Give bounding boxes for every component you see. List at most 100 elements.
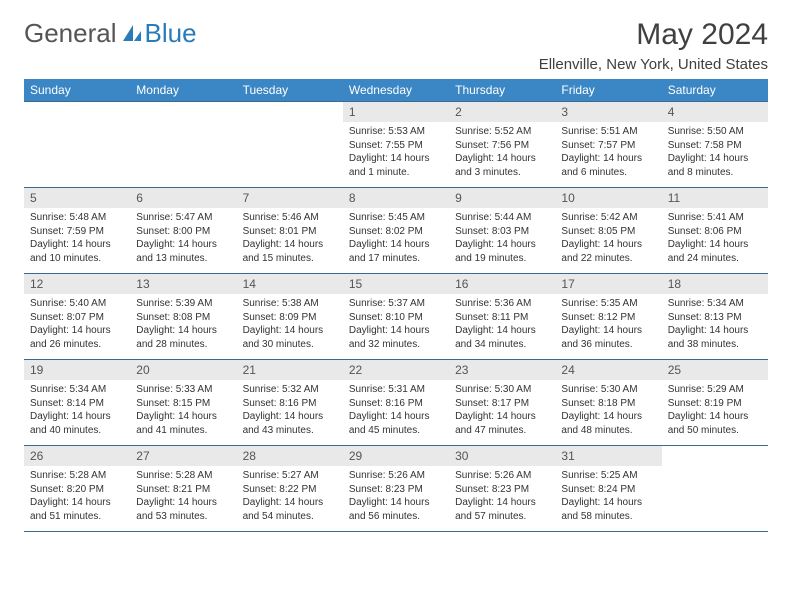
calendar-day-cell: 24Sunrise: 5:30 AMSunset: 8:18 PMDayligh… xyxy=(555,360,661,446)
day-number: 28 xyxy=(237,446,343,466)
day-details: Sunrise: 5:40 AMSunset: 8:07 PMDaylight:… xyxy=(24,294,130,357)
calendar-day-cell: 4Sunrise: 5:50 AMSunset: 7:58 PMDaylight… xyxy=(662,102,768,188)
day-details: Sunrise: 5:51 AMSunset: 7:57 PMDaylight:… xyxy=(555,122,661,185)
weekday-header: Sunday xyxy=(24,79,130,102)
day-details: Sunrise: 5:35 AMSunset: 8:12 PMDaylight:… xyxy=(555,294,661,357)
day-number: 9 xyxy=(449,188,555,208)
day-number: 25 xyxy=(662,360,768,380)
calendar-day-cell: 17Sunrise: 5:35 AMSunset: 8:12 PMDayligh… xyxy=(555,274,661,360)
calendar-day-cell: 13Sunrise: 5:39 AMSunset: 8:08 PMDayligh… xyxy=(130,274,236,360)
day-number: 10 xyxy=(555,188,661,208)
day-details: Sunrise: 5:53 AMSunset: 7:55 PMDaylight:… xyxy=(343,122,449,185)
day-details: Sunrise: 5:27 AMSunset: 8:22 PMDaylight:… xyxy=(237,466,343,529)
calendar-day-cell: 30Sunrise: 5:26 AMSunset: 8:23 PMDayligh… xyxy=(449,446,555,532)
day-details: Sunrise: 5:52 AMSunset: 7:56 PMDaylight:… xyxy=(449,122,555,185)
calendar-day-cell: 22Sunrise: 5:31 AMSunset: 8:16 PMDayligh… xyxy=(343,360,449,446)
day-details: Sunrise: 5:30 AMSunset: 8:18 PMDaylight:… xyxy=(555,380,661,443)
day-number: 27 xyxy=(130,446,236,466)
day-details: Sunrise: 5:45 AMSunset: 8:02 PMDaylight:… xyxy=(343,208,449,271)
day-details: Sunrise: 5:38 AMSunset: 8:09 PMDaylight:… xyxy=(237,294,343,357)
day-details: Sunrise: 5:42 AMSunset: 8:05 PMDaylight:… xyxy=(555,208,661,271)
day-details: Sunrise: 5:28 AMSunset: 8:21 PMDaylight:… xyxy=(130,466,236,529)
calendar-week-row: 12Sunrise: 5:40 AMSunset: 8:07 PMDayligh… xyxy=(24,274,768,360)
weekday-header: Tuesday xyxy=(237,79,343,102)
calendar-day-cell: 2Sunrise: 5:52 AMSunset: 7:56 PMDaylight… xyxy=(449,102,555,188)
day-details: Sunrise: 5:33 AMSunset: 8:15 PMDaylight:… xyxy=(130,380,236,443)
calendar-day-cell: 10Sunrise: 5:42 AMSunset: 8:05 PMDayligh… xyxy=(555,188,661,274)
weekday-header: Monday xyxy=(130,79,236,102)
day-number: 4 xyxy=(662,102,768,122)
logo-text-general: General xyxy=(24,18,117,49)
day-details: Sunrise: 5:28 AMSunset: 8:20 PMDaylight:… xyxy=(24,466,130,529)
day-number: 11 xyxy=(662,188,768,208)
day-details: Sunrise: 5:48 AMSunset: 7:59 PMDaylight:… xyxy=(24,208,130,271)
day-number: 24 xyxy=(555,360,661,380)
calendar-day-cell: 29Sunrise: 5:26 AMSunset: 8:23 PMDayligh… xyxy=(343,446,449,532)
day-number: 17 xyxy=(555,274,661,294)
day-details: Sunrise: 5:34 AMSunset: 8:13 PMDaylight:… xyxy=(662,294,768,357)
day-number: 7 xyxy=(237,188,343,208)
day-number: 26 xyxy=(24,446,130,466)
calendar-day-cell: 25Sunrise: 5:29 AMSunset: 8:19 PMDayligh… xyxy=(662,360,768,446)
day-details: Sunrise: 5:32 AMSunset: 8:16 PMDaylight:… xyxy=(237,380,343,443)
day-number: 13 xyxy=(130,274,236,294)
day-number: 29 xyxy=(343,446,449,466)
calendar-day-cell: 28Sunrise: 5:27 AMSunset: 8:22 PMDayligh… xyxy=(237,446,343,532)
day-details: Sunrise: 5:26 AMSunset: 8:23 PMDaylight:… xyxy=(343,466,449,529)
calendar-day-cell xyxy=(130,102,236,188)
calendar-day-cell: 12Sunrise: 5:40 AMSunset: 8:07 PMDayligh… xyxy=(24,274,130,360)
title-block: May 2024 Ellenville, New York, United St… xyxy=(539,18,768,73)
day-number: 2 xyxy=(449,102,555,122)
calendar-day-cell: 21Sunrise: 5:32 AMSunset: 8:16 PMDayligh… xyxy=(237,360,343,446)
day-details: Sunrise: 5:26 AMSunset: 8:23 PMDaylight:… xyxy=(449,466,555,529)
day-details: Sunrise: 5:37 AMSunset: 8:10 PMDaylight:… xyxy=(343,294,449,357)
day-details: Sunrise: 5:36 AMSunset: 8:11 PMDaylight:… xyxy=(449,294,555,357)
day-details: Sunrise: 5:25 AMSunset: 8:24 PMDaylight:… xyxy=(555,466,661,529)
day-number: 15 xyxy=(343,274,449,294)
calendar-day-cell: 11Sunrise: 5:41 AMSunset: 8:06 PMDayligh… xyxy=(662,188,768,274)
header: General Blue May 2024 Ellenville, New Yo… xyxy=(24,18,768,73)
day-number: 16 xyxy=(449,274,555,294)
calendar-day-cell: 18Sunrise: 5:34 AMSunset: 8:13 PMDayligh… xyxy=(662,274,768,360)
calendar-day-cell: 8Sunrise: 5:45 AMSunset: 8:02 PMDaylight… xyxy=(343,188,449,274)
day-details: Sunrise: 5:46 AMSunset: 8:01 PMDaylight:… xyxy=(237,208,343,271)
calendar-day-cell: 6Sunrise: 5:47 AMSunset: 8:00 PMDaylight… xyxy=(130,188,236,274)
calendar-day-cell: 9Sunrise: 5:44 AMSunset: 8:03 PMDaylight… xyxy=(449,188,555,274)
calendar-day-cell: 19Sunrise: 5:34 AMSunset: 8:14 PMDayligh… xyxy=(24,360,130,446)
calendar-day-cell: 5Sunrise: 5:48 AMSunset: 7:59 PMDaylight… xyxy=(24,188,130,274)
day-details: Sunrise: 5:29 AMSunset: 8:19 PMDaylight:… xyxy=(662,380,768,443)
calendar-day-cell: 31Sunrise: 5:25 AMSunset: 8:24 PMDayligh… xyxy=(555,446,661,532)
day-number: 6 xyxy=(130,188,236,208)
day-number: 3 xyxy=(555,102,661,122)
day-number: 18 xyxy=(662,274,768,294)
calendar-week-row: 1Sunrise: 5:53 AMSunset: 7:55 PMDaylight… xyxy=(24,102,768,188)
calendar-day-cell: 3Sunrise: 5:51 AMSunset: 7:57 PMDaylight… xyxy=(555,102,661,188)
calendar-week-row: 19Sunrise: 5:34 AMSunset: 8:14 PMDayligh… xyxy=(24,360,768,446)
day-details: Sunrise: 5:30 AMSunset: 8:17 PMDaylight:… xyxy=(449,380,555,443)
day-number: 5 xyxy=(24,188,130,208)
calendar-day-cell xyxy=(662,446,768,532)
day-number: 14 xyxy=(237,274,343,294)
weekday-header: Friday xyxy=(555,79,661,102)
day-details: Sunrise: 5:34 AMSunset: 8:14 PMDaylight:… xyxy=(24,380,130,443)
day-number: 30 xyxy=(449,446,555,466)
brand-logo: General Blue xyxy=(24,18,197,49)
day-details: Sunrise: 5:44 AMSunset: 8:03 PMDaylight:… xyxy=(449,208,555,271)
day-number: 23 xyxy=(449,360,555,380)
day-details: Sunrise: 5:31 AMSunset: 8:16 PMDaylight:… xyxy=(343,380,449,443)
month-title: May 2024 xyxy=(539,18,768,52)
weekday-header: Wednesday xyxy=(343,79,449,102)
weekday-header-row: Sunday Monday Tuesday Wednesday Thursday… xyxy=(24,79,768,102)
day-number: 12 xyxy=(24,274,130,294)
calendar-day-cell: 16Sunrise: 5:36 AMSunset: 8:11 PMDayligh… xyxy=(449,274,555,360)
weekday-header: Saturday xyxy=(662,79,768,102)
calendar-day-cell: 14Sunrise: 5:38 AMSunset: 8:09 PMDayligh… xyxy=(237,274,343,360)
calendar-day-cell xyxy=(24,102,130,188)
day-number: 1 xyxy=(343,102,449,122)
calendar-day-cell: 15Sunrise: 5:37 AMSunset: 8:10 PMDayligh… xyxy=(343,274,449,360)
calendar-week-row: 5Sunrise: 5:48 AMSunset: 7:59 PMDaylight… xyxy=(24,188,768,274)
calendar-day-cell: 7Sunrise: 5:46 AMSunset: 8:01 PMDaylight… xyxy=(237,188,343,274)
day-number: 8 xyxy=(343,188,449,208)
sail-icon xyxy=(121,23,143,50)
calendar-day-cell: 20Sunrise: 5:33 AMSunset: 8:15 PMDayligh… xyxy=(130,360,236,446)
